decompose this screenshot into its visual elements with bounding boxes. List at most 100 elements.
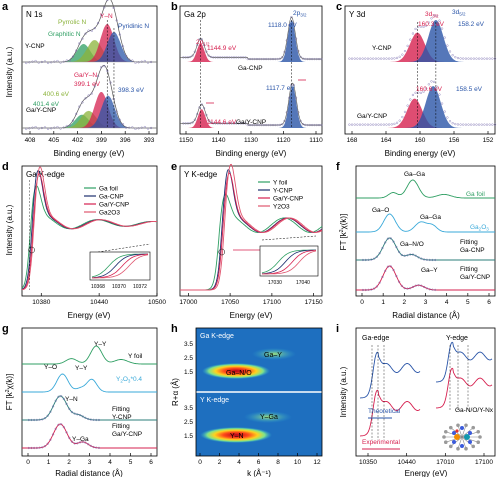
label-401-4: 401.4 eV [33,101,60,108]
i-atom-carbon-5 [448,444,453,449]
g-fit-point-3-17 [73,442,76,445]
panel-letter-b: b [171,1,178,13]
h-xtick-label-4: 8 [276,459,280,466]
f-fit-point-2-19 [414,254,417,257]
a-ycnp-point-16 [75,49,78,52]
a-ycnp-point-2 [31,60,34,63]
i-ga-theoretical [360,351,421,399]
e-inset-arrow [261,235,317,241]
a-gaycnp-point-11 [59,127,62,130]
c-tick-label-1: 164 [381,137,392,144]
f-fit-point-3-13 [397,280,401,283]
g-fit-point-3-9 [51,433,55,436]
i-bond-10 [457,425,463,438]
a-ycnp-point-6 [43,60,47,63]
a-ycnp-point-9 [53,60,56,63]
a-gaycnp-point-9 [53,126,56,129]
panel-d-xlabel: Energy (eV) [68,311,111,320]
h-intensity-blob-1 [252,348,296,360]
panel-i-frame [355,327,496,457]
f-fit-point-3-0 [361,288,365,292]
f-fit-point-2-15 [403,254,406,257]
label-h-ga-y: Ga–Y [264,352,282,359]
b-gaycnp-point-4 [191,121,194,124]
g-fit-point-2-17 [73,412,76,415]
label-g-y-y-mid: Y–Y [75,365,88,372]
f-tick-label-2: 2 [403,299,407,306]
e-inset-series-3 [262,250,317,275]
panel-letter-i: i [336,323,339,335]
f-fit-point-2-6 [378,252,381,255]
c-ycnp-point-17 [393,57,396,60]
a-ycnp-point-17 [78,42,81,45]
g-tick-label-6: 6 [149,459,153,466]
label-g-fitting-1: Fitting [112,406,130,413]
c-ycnp-point-40 [454,56,457,59]
i-atom-nitrogen-5 [460,444,464,448]
f-fit-point-2-14 [400,253,403,257]
c-ycnp-point-29 [425,24,428,27]
i-bond-3 [461,436,467,449]
f-fit-point-2-5 [375,255,378,258]
f-fit-point-2-20 [417,256,420,259]
panel-letter-g: g [2,323,9,335]
panel-h-title-y: Y K-edge [200,397,229,404]
f-fit-point-3-24 [428,288,431,291]
c-tick-label-3: 156 [449,137,460,144]
panel-i-curves [360,341,493,450]
c-ycnp-point-1 [350,57,354,60]
d-tick-label-0: 10380 [32,299,50,306]
panel-g-curves [22,345,157,450]
g-fit-point-3-12 [60,423,63,426]
a-ycnp-point-14 [68,59,72,62]
c-ycnp-point-25 [414,27,417,31]
i-atom-carbon-11 [464,423,468,428]
label-3d32: 3d3/2 [425,11,439,19]
c-tick-label-4: 152 [483,137,494,144]
a-tick-label-3: 399 [96,137,107,144]
panel-h-xlabel: k (Å⁻¹) [247,469,271,477]
b-gaycnp-point-44 [283,119,286,123]
i-atom-nitrogen-1 [468,431,472,435]
c-ycnp-point-16 [390,57,393,60]
f-fit-point-3-6 [378,281,381,284]
a-ycnp-component-3 [22,32,157,62]
i-atom-nitrogen-0 [452,431,456,435]
c-ycnp-point-36 [443,36,446,39]
c-gaycnp-point-6 [364,123,367,126]
i-atom-carbon-13 [476,429,481,434]
c-ycnp-point-52 [485,57,489,60]
label-pyridinic-n: Pyridinic N [118,23,149,30]
label-2p12: 2p1/2 [196,39,210,47]
panel-d-frame [21,165,158,297]
c-ycnp-point-34 [438,19,441,22]
panel-c-xlabel: Binding energy (eV) [385,149,456,158]
panel-h-ticks: 0 2 4 6 8 10 12 3.5 2.5 1.5 3.5 2.5 1.5 [184,341,321,466]
c-gaycnp-point-9 [372,123,375,126]
c-ycnp-point-10 [374,57,377,60]
label-2p32: 2p3/2 [293,10,307,18]
panel-i-xlabel: Energy (eV) [405,469,448,477]
c-ycnp-point-21 [403,49,407,53]
panel-d-ticks: 10380 10440 10500 [32,293,166,306]
c-ycnp-point-41 [456,56,460,60]
d-legend-label-2: Ga/Y-CNP [99,202,129,209]
panel-e-inset-tick-1: 17040 [296,280,310,286]
g-fit-point-3-7 [46,442,49,445]
h-ytick-label-5: 1.5 [184,433,193,440]
c-gaycnp-point-24 [411,93,415,97]
d-inset-series-1 [91,253,148,278]
c-gaycnp-point-41 [456,123,460,126]
panel-e: e Y K-edge 17000 17050 17100 17150 Energy (… [171,161,323,320]
f-fit-point-3-22 [423,285,426,289]
c-gaycnp-point-46 [470,123,473,126]
g-fit-point-2-10 [54,399,57,402]
c-ycnp-point-13 [382,57,385,60]
b-gaycnp-point-12 [209,121,213,124]
panel-letter-h: h [171,323,178,335]
c-ycnp-point-35 [440,27,444,30]
g-fit-point-2-1 [30,418,33,422]
f-fit-point-2-10 [389,237,392,240]
panel-g-xlabel: Radial distance (Å) [55,469,123,477]
c-gaycnp-point-13 [382,123,385,126]
